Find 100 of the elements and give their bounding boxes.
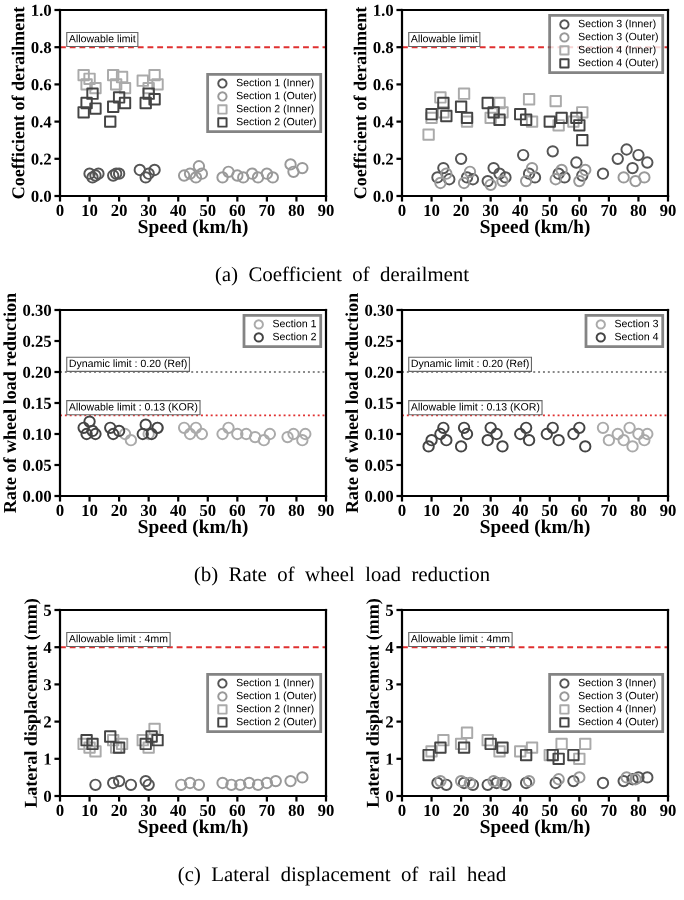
x-tick-label: 0 [398,204,406,217]
x-tick-label: 80 [630,504,647,517]
x-tick-label: 10 [82,804,98,817]
y-tick-label: 5 [386,604,394,616]
y-tick-label: 0.05 [23,459,52,472]
x-tick-label: 30 [140,504,157,517]
x-tick-label: 50 [542,204,558,217]
x-axis-title: Speed (km/h) [138,819,248,838]
x-tick-label: 60 [571,204,588,217]
y-tick-label: 0.20 [365,366,394,379]
text: (b) Rate of wheel load reduction [194,566,490,586]
y-tick-label: 0.8 [373,41,394,54]
y-tick-label: 0.15 [365,397,394,410]
y-tick-label: 0.4 [31,116,52,128]
x-tick-label: 30 [482,504,499,517]
y-tick-label: 0.05 [365,459,394,472]
x-tick-label: 20 [453,504,469,517]
y-tick-label: 0.25 [23,335,52,348]
y-axis-title: Lateral displacement (mm) [366,598,383,808]
x-tick-label: 40 [170,504,186,517]
y-tick-label: 1 [44,753,51,765]
x-tick-label: 40 [512,204,528,217]
x-axis-title: Speed (km/h) [480,819,590,838]
x-tick-label: 0 [56,204,64,217]
x-tick-label: 0 [56,504,64,517]
x-tick-label: 0 [56,804,64,817]
y-tick-label: 0.10 [23,428,52,441]
x-tick-label: 80 [288,204,305,217]
x-tick-label: 30 [140,804,157,817]
x-tick-label: 50 [200,504,216,517]
x-tick-label: 20 [111,204,127,217]
y-axis-title: Lateral displacement (mm) [24,598,41,808]
x-tick-label: 80 [630,204,647,217]
y-tick-label: 0.6 [373,79,394,91]
x-tick-label: 70 [601,204,617,217]
x-axis-title: Speed (km/h) [138,519,248,538]
y-tick-label: 0.10 [365,428,394,441]
x-tick-label: 50 [200,204,216,217]
x-tick-label: 0 [398,504,406,517]
text: (c) Lateral displacement of rail head [178,866,507,886]
x-tick-label: 60 [229,204,246,217]
text: (a) Coefficient of derailment [215,266,469,286]
x-tick-label: 70 [259,504,275,517]
x-tick-label: 70 [259,204,275,217]
x-tick-label: 60 [229,804,246,817]
y-tick-label: 0.4 [373,116,394,128]
x-tick-label: 90 [318,204,334,217]
y-axis-title: Rate of wheel load reduction [345,293,359,513]
x-tick-label: 70 [601,504,617,517]
y-tick-label: 4 [43,642,52,653]
y-tick-label: 3 [385,679,394,691]
x-tick-label: 10 [82,504,98,517]
y-tick-label: 2 [386,716,393,728]
x-tick-label: 40 [170,204,186,217]
y-tick-label: 0.6 [31,79,52,91]
x-tick-label: 30 [482,804,499,817]
x-tick-label: 20 [111,804,127,817]
y-tick-label: 1.0 [374,4,394,17]
x-tick-label: 10 [424,804,440,817]
x-tick-label: 10 [424,504,440,517]
x-tick-label: 20 [453,804,469,817]
x-tick-label: 90 [318,504,334,517]
x-tick-label: 60 [571,504,588,517]
x-tick-label: 30 [140,204,157,217]
x-tick-label: 60 [229,504,246,517]
x-tick-label: 40 [512,504,528,517]
x-tick-label: 90 [318,804,334,817]
y-tick-label: 0.0 [31,190,52,203]
y-tick-label: 0.25 [365,335,394,348]
x-tick-label: 70 [601,804,617,817]
x-axis-title: Speed (km/h) [480,519,590,538]
y-tick-label: 0.2 [31,153,51,165]
x-tick-label: 50 [200,804,216,817]
y-axis-title: Rate of wheel load reduction [3,293,17,513]
x-tick-label: 70 [259,804,275,817]
y-tick-label: 0 [385,790,394,802]
y-tick-label: 0.2 [373,153,393,165]
y-tick-label: 0.15 [23,397,52,410]
y-tick-label: 5 [44,604,52,616]
x-tick-label: 40 [170,804,186,817]
y-tick-label: 3 [43,679,52,691]
x-tick-label: 80 [630,804,647,817]
x-tick-label: 80 [288,504,305,517]
x-axis-title: Speed (km/h) [480,219,590,238]
y-axis-title: Coefficient of derailment [353,6,367,199]
y-tick-label: 0.0 [373,190,394,203]
y-tick-label: 1.0 [32,4,52,17]
y-tick-label: 0.30 [23,304,52,317]
x-tick-label: 0 [398,804,406,817]
x-tick-label: 10 [424,204,440,217]
y-tick-label: 0.20 [23,366,52,379]
y-tick-label: 0 [43,790,52,802]
x-axis-title: Speed (km/h) [138,219,248,238]
x-tick-label: 90 [660,204,676,217]
x-tick-label: 90 [660,504,676,517]
y-tick-label: 0.8 [31,41,52,54]
x-tick-label: 50 [542,804,558,817]
x-tick-label: 20 [453,204,469,217]
x-tick-label: 10 [82,204,98,217]
y-axis-title: Coefficient of derailment [11,6,25,199]
